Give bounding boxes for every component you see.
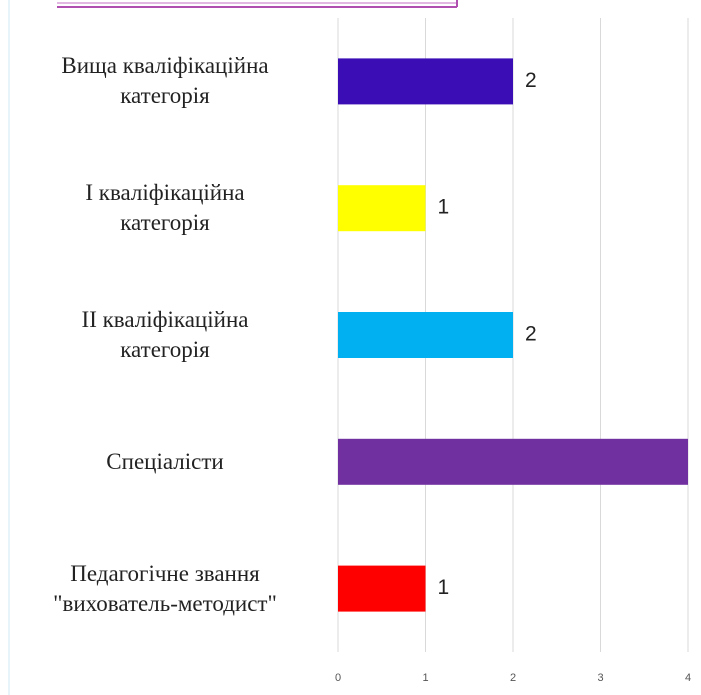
y-tick-label: Вища кваліфікаційна категорія: [61, 53, 269, 109]
value-label: 1: [438, 576, 450, 599]
x-tick-label: 4: [685, 672, 691, 684]
x-tick-label: 0: [335, 672, 341, 684]
x-tick-label: 2: [510, 672, 516, 684]
value-label: 1: [438, 196, 450, 219]
y-tick-label: Педагогічне звання "вихователь-методист": [53, 560, 277, 616]
bar: [338, 438, 688, 485]
y-tick-label: ІІ кваліфікаційна категорія: [81, 307, 249, 362]
y-tick-label: Спеціалісти: [106, 448, 224, 474]
x-tick-label: 3: [597, 672, 603, 684]
bar: [338, 312, 513, 358]
bar: [338, 565, 426, 612]
y-tick-label: І кваліфікаційна категорія: [85, 180, 245, 236]
x-tick-label: 1: [422, 672, 428, 684]
bar: [338, 185, 426, 232]
bar: [338, 58, 513, 105]
value-label: 2: [525, 323, 537, 346]
value-label: 2: [525, 69, 537, 92]
